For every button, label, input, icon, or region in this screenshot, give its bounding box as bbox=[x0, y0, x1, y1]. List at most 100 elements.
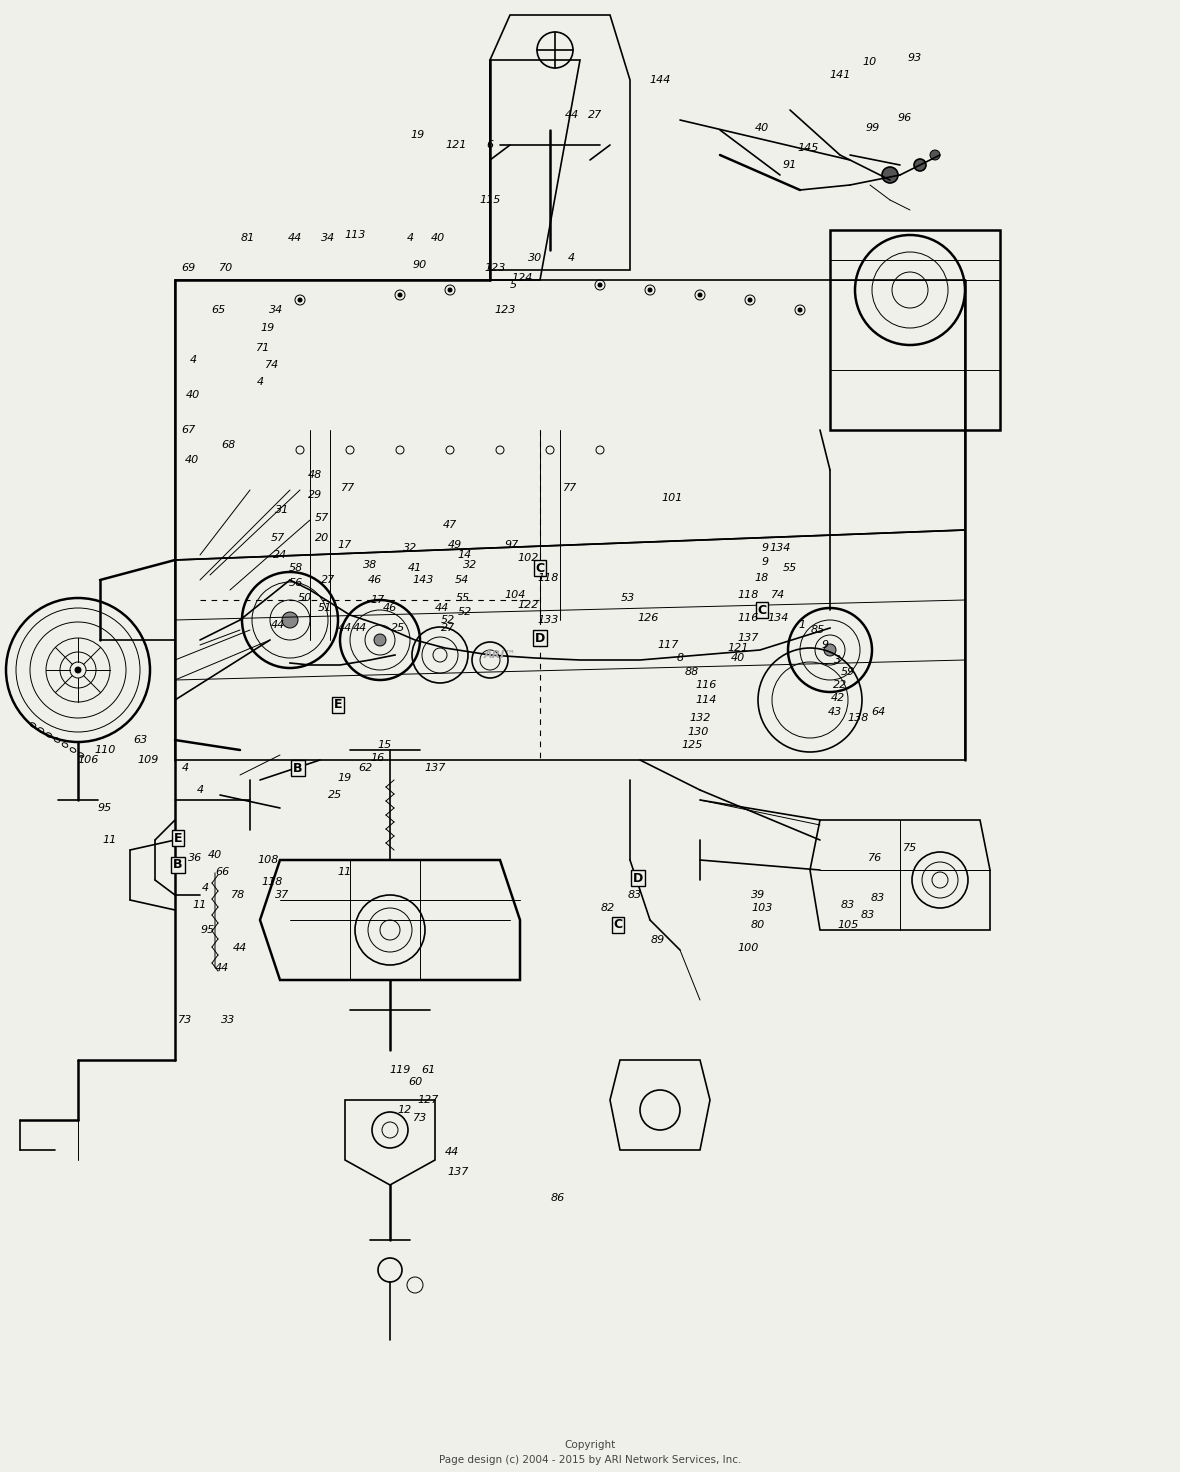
Text: 9: 9 bbox=[761, 556, 768, 567]
Text: 51: 51 bbox=[317, 604, 332, 612]
Circle shape bbox=[748, 297, 752, 302]
Text: 44: 44 bbox=[337, 623, 352, 633]
Text: 121: 121 bbox=[445, 140, 466, 150]
Text: 1: 1 bbox=[799, 620, 806, 630]
Text: 109: 109 bbox=[137, 755, 158, 765]
Text: 40: 40 bbox=[755, 124, 769, 132]
Text: 85: 85 bbox=[811, 626, 825, 634]
Text: 6: 6 bbox=[486, 140, 493, 150]
Circle shape bbox=[299, 297, 302, 302]
Text: 76: 76 bbox=[867, 852, 883, 863]
Text: 12: 12 bbox=[398, 1105, 412, 1114]
Text: 55: 55 bbox=[455, 593, 470, 604]
Text: C: C bbox=[614, 919, 623, 932]
Text: 83: 83 bbox=[628, 891, 642, 899]
Text: 44: 44 bbox=[445, 1147, 459, 1157]
Text: C: C bbox=[758, 604, 767, 617]
Circle shape bbox=[648, 289, 653, 291]
Text: 11: 11 bbox=[337, 867, 352, 877]
Text: B: B bbox=[294, 761, 303, 774]
Text: 4: 4 bbox=[568, 253, 575, 263]
Text: 124: 124 bbox=[511, 272, 532, 283]
Text: 19: 19 bbox=[337, 773, 352, 783]
Text: 123: 123 bbox=[484, 263, 506, 272]
Text: 137: 137 bbox=[738, 633, 759, 643]
Text: 68: 68 bbox=[221, 440, 235, 450]
Text: 116: 116 bbox=[738, 612, 759, 623]
Text: 44: 44 bbox=[215, 963, 229, 973]
Text: 74: 74 bbox=[264, 361, 280, 369]
Text: 77: 77 bbox=[563, 483, 577, 493]
Text: 75: 75 bbox=[903, 843, 917, 852]
Text: 110: 110 bbox=[94, 745, 116, 755]
Circle shape bbox=[598, 283, 602, 287]
Text: 4: 4 bbox=[196, 785, 204, 795]
Text: Page design (c) 2004 - 2015 by ARI Network Services, Inc.: Page design (c) 2004 - 2015 by ARI Netwo… bbox=[439, 1454, 741, 1465]
Text: 27: 27 bbox=[441, 623, 455, 633]
Text: 34: 34 bbox=[321, 233, 335, 243]
Text: 52: 52 bbox=[441, 615, 455, 626]
Text: 40: 40 bbox=[730, 654, 745, 662]
Text: 119: 119 bbox=[389, 1066, 411, 1075]
Circle shape bbox=[699, 293, 702, 297]
Text: 44: 44 bbox=[232, 944, 247, 952]
Text: 99: 99 bbox=[866, 124, 880, 132]
Text: D: D bbox=[535, 631, 545, 645]
Text: 74: 74 bbox=[771, 590, 785, 601]
Text: 138: 138 bbox=[847, 712, 868, 723]
Text: B: B bbox=[173, 858, 183, 871]
Text: 31: 31 bbox=[275, 505, 289, 515]
Text: 83: 83 bbox=[841, 899, 855, 910]
Text: Copyright: Copyright bbox=[564, 1440, 616, 1450]
Text: 101: 101 bbox=[661, 493, 683, 503]
Text: 54: 54 bbox=[454, 576, 470, 584]
Text: 130: 130 bbox=[687, 727, 709, 737]
Text: E: E bbox=[173, 832, 182, 845]
Text: 80: 80 bbox=[750, 920, 765, 930]
Text: 32: 32 bbox=[402, 543, 417, 553]
Text: C: C bbox=[536, 561, 544, 574]
Text: 65: 65 bbox=[211, 305, 225, 315]
Text: 15: 15 bbox=[378, 740, 392, 751]
Circle shape bbox=[448, 289, 452, 291]
Text: 100: 100 bbox=[738, 944, 759, 952]
Text: 27: 27 bbox=[321, 576, 335, 584]
Text: 125: 125 bbox=[681, 740, 702, 751]
Text: 14: 14 bbox=[458, 551, 472, 559]
Text: 19: 19 bbox=[411, 130, 425, 140]
Text: 40: 40 bbox=[208, 849, 222, 860]
Text: 30: 30 bbox=[527, 253, 542, 263]
Text: 134: 134 bbox=[767, 612, 788, 623]
Text: 11: 11 bbox=[103, 835, 117, 845]
Text: 102: 102 bbox=[517, 553, 539, 562]
Text: 117: 117 bbox=[657, 640, 678, 651]
Text: 48: 48 bbox=[308, 470, 322, 480]
Text: 89: 89 bbox=[651, 935, 666, 945]
Text: 24: 24 bbox=[273, 551, 287, 559]
Text: 83: 83 bbox=[871, 894, 885, 902]
Text: 77: 77 bbox=[341, 483, 355, 493]
Text: 145: 145 bbox=[798, 143, 819, 153]
Text: 19: 19 bbox=[261, 322, 275, 333]
Text: 116: 116 bbox=[695, 680, 716, 690]
Text: 118: 118 bbox=[537, 573, 558, 583]
Text: 132: 132 bbox=[689, 712, 710, 723]
Text: 36: 36 bbox=[188, 852, 202, 863]
Text: 64: 64 bbox=[871, 707, 885, 717]
Text: 41: 41 bbox=[408, 562, 422, 573]
Circle shape bbox=[282, 612, 299, 629]
Text: 122: 122 bbox=[517, 601, 539, 609]
Text: 55: 55 bbox=[782, 562, 798, 573]
Text: 39: 39 bbox=[750, 891, 765, 899]
Text: D: D bbox=[632, 871, 643, 885]
Text: 53: 53 bbox=[621, 593, 635, 604]
Text: 127: 127 bbox=[418, 1095, 439, 1105]
Text: 58: 58 bbox=[289, 562, 303, 573]
Text: 34: 34 bbox=[269, 305, 283, 315]
Text: 105: 105 bbox=[838, 920, 859, 930]
Text: 37: 37 bbox=[275, 891, 289, 899]
Text: ARI™: ARI™ bbox=[484, 651, 517, 659]
Circle shape bbox=[76, 667, 81, 673]
Text: 108: 108 bbox=[257, 855, 278, 866]
Text: 69: 69 bbox=[181, 263, 195, 272]
